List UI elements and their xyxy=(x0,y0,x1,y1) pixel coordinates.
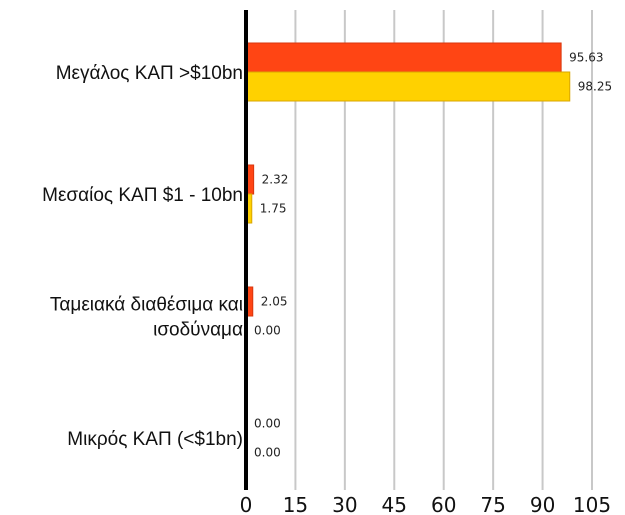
data-label: 2.05 xyxy=(261,295,288,309)
x-tick-label: 60 xyxy=(431,493,456,515)
category-label-line: ισοδύναμα xyxy=(153,320,243,341)
value-labels: 95.63 98.25 2.32 1.75 2.05 0.00 0.00 0.00 xyxy=(254,51,612,460)
category-label: Ταμειακά διαθέσιμα και ισοδύναμα xyxy=(50,295,243,341)
category-label: Μεγάλος ΚΑΠ >$10bn xyxy=(56,63,243,84)
data-label: 1.75 xyxy=(260,202,287,216)
x-tick-labels: 0 15 30 45 60 75 90 105 xyxy=(240,493,611,515)
x-tick-label: 90 xyxy=(530,493,555,515)
x-tick-label: 30 xyxy=(332,493,357,515)
data-label: 0.00 xyxy=(254,417,281,431)
category-label: Μεσαίος ΚΑΠ $1 - 10bn xyxy=(42,185,243,206)
data-label: 95.63 xyxy=(569,51,603,65)
bars xyxy=(245,42,571,317)
x-tick-label: 75 xyxy=(480,493,505,515)
x-tick-label: 105 xyxy=(573,493,611,515)
x-tick-label: 0 xyxy=(240,493,253,515)
x-tick-label: 45 xyxy=(382,493,407,515)
x-tick-label: 15 xyxy=(283,493,308,515)
category-label-line: Μικρός ΚΑΠ (<$1bn) xyxy=(67,429,243,450)
category-label: Μικρός ΚΑΠ (<$1bn) xyxy=(67,429,243,450)
data-label: 98.25 xyxy=(578,80,612,94)
bar xyxy=(245,71,571,102)
data-label: 0.00 xyxy=(254,324,281,338)
bar xyxy=(245,42,562,73)
category-label-line: Ταμειακά διαθέσιμα και xyxy=(50,295,243,316)
category-label-line: Μεσαίος ΚΑΠ $1 - 10bn xyxy=(42,185,243,206)
category-labels: Μεγάλος ΚΑΠ >$10bn Μεσαίος ΚΑΠ $1 - 10bn Τ… xyxy=(42,63,243,450)
data-label: 0.00 xyxy=(254,446,281,460)
category-label-line: Μεγάλος ΚΑΠ >$10bn xyxy=(56,63,243,84)
data-label: 2.32 xyxy=(262,173,289,187)
